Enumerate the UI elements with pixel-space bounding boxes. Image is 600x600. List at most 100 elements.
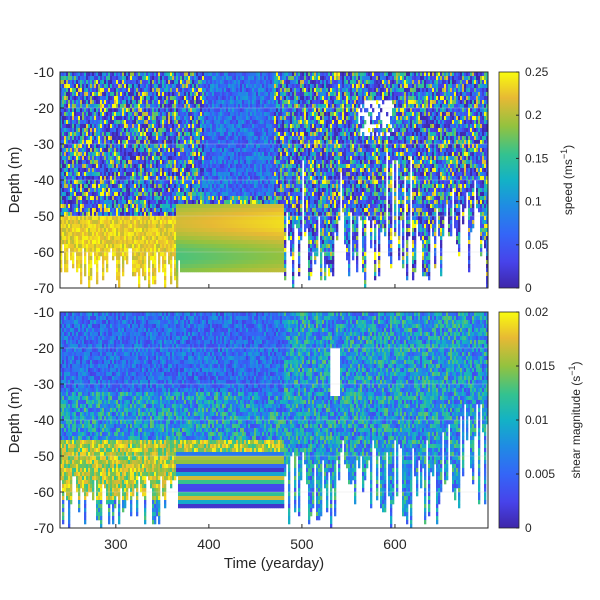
heatmap-cell [132,76,135,81]
heatmap-cell [74,184,77,189]
heatmap-cell [104,236,107,241]
heatmap-cell [106,184,109,189]
heatmap-cell [176,124,179,129]
heatmap-cell [126,96,129,101]
heatmap-cell [218,192,221,197]
heatmap-cell [144,200,147,205]
heatmap-cell [136,256,139,261]
heatmap-cell [100,88,103,93]
heatmap-cell [128,84,131,89]
heatmap-cell [248,204,251,209]
heatmap-cell [112,92,115,97]
heatmap-cell [218,116,221,121]
heatmap-cell [84,224,87,229]
heatmap-cell [188,76,191,81]
heatmap-cell [68,180,71,185]
heatmap-cell [118,272,121,277]
heatmap-cell [106,196,109,201]
heatmap-cell [252,168,255,173]
heatmap-cell [188,240,191,245]
heatmap-cell [256,120,259,125]
heatmap-cell [164,244,167,249]
heatmap-cell [60,76,63,81]
heatmap-cell [168,168,171,173]
heatmap-cell [108,144,111,149]
heatmap-cell [170,184,173,189]
heatmap-cell [80,112,83,117]
heatmap-cell [208,132,211,137]
heatmap-cell [118,284,121,288]
heatmap-cell [96,164,99,169]
heatmap-cell [250,228,253,233]
heatmap-cell [154,156,157,161]
heatmap-cell [204,100,207,105]
heatmap-cell [150,232,153,237]
heatmap-cell [120,212,123,217]
heatmap-cell [100,96,103,101]
heatmap-cell [140,228,143,233]
heatmap-cell [250,108,253,113]
heatmap-cell [124,160,127,165]
heatmap-cell [122,188,125,193]
heatmap-cell [234,256,237,261]
heatmap-cell [182,268,185,273]
heatmap-cell [144,252,147,257]
heatmap-cell [106,156,109,161]
heatmap-cell [168,112,171,117]
heatmap-cell [110,112,113,117]
heatmap-cell [150,200,153,205]
heatmap-cell [86,168,89,173]
heatmap-cell [222,268,225,273]
heatmap-cell [228,256,231,261]
heatmap-cell [138,120,141,125]
heatmap-cell [208,224,211,229]
heatmap-cell [202,148,205,153]
heatmap-cell [72,224,75,229]
heatmap-cell [96,204,99,209]
heatmap-cell [64,136,67,141]
heatmap-cell [188,188,191,193]
heatmap-cell [68,144,71,149]
heatmap-cell [258,140,261,145]
heatmap-cell [254,172,257,177]
heatmap-cell [236,108,239,113]
heatmap-cell [142,220,145,225]
heatmap-cell [252,196,255,201]
heatmap-cell [202,160,205,165]
heatmap-cell [154,188,157,193]
heatmap-cell [132,124,135,129]
heatmap-cell [102,80,105,85]
heatmap-cell [228,80,231,85]
heatmap-cell [66,160,69,165]
heatmap-cell [144,148,147,153]
heatmap-cell [210,176,213,181]
heatmap-cell [230,148,233,153]
heatmap-cell [198,160,201,165]
heatmap-cell [206,168,209,173]
heatmap-cell [234,268,237,273]
heatmap-cell [174,96,177,101]
heatmap-cell [92,200,95,205]
heatmap-cell [134,204,137,209]
heatmap-cell [182,224,185,229]
heatmap-cell [96,108,99,113]
heatmap-cell [110,136,113,141]
heatmap-cell [186,224,189,229]
heatmap-cell [88,100,91,105]
heatmap-cell [62,196,65,201]
heatmap-cell [220,216,223,221]
heatmap-cell [196,256,199,261]
heatmap-cell [108,108,111,113]
heatmap-cell [150,136,153,141]
heatmap-cell [252,80,255,85]
heatmap-cell [112,144,115,149]
heatmap-cell [100,100,103,105]
heatmap-cell [242,248,245,253]
heatmap-cell [208,160,211,165]
heatmap-cell [132,224,135,229]
heatmap-cell [220,112,223,117]
heatmap-cell [94,240,97,245]
heatmap-cell [240,168,243,173]
heatmap-cell [224,84,227,89]
heatmap-cell [214,152,217,157]
